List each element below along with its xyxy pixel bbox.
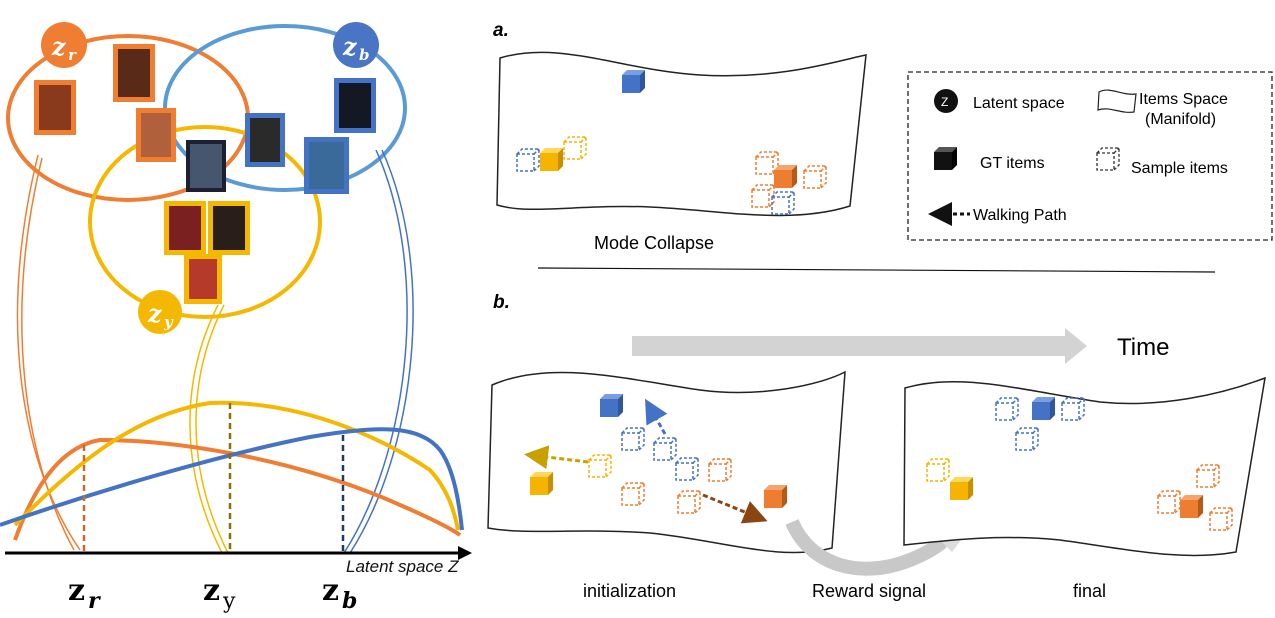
init-gt-yellow (530, 472, 553, 495)
panel-b: b. Time initialization Reward signal (487, 292, 1266, 601)
reward-caption: Reward signal (812, 581, 926, 601)
time-label: Time (1117, 334, 1169, 361)
final-gt-orange (1180, 495, 1203, 518)
gt-cube-icon (934, 147, 957, 170)
svg-text:z: z (68, 573, 85, 608)
legend-sample-label: Sample items (1131, 160, 1228, 177)
tick-zr: z r (68, 573, 101, 614)
connector-blue (343, 149, 408, 554)
latent-icon-letter: Z (941, 95, 948, 109)
gt-cube-orange-a (774, 165, 797, 188)
final-gt-blue (1032, 397, 1055, 420)
axis-label: Latent space Z (346, 557, 459, 576)
panel-a-caption: Mode Collapse (594, 233, 714, 253)
manifold-icon (1097, 89, 1137, 113)
svg-text:z: z (322, 573, 339, 608)
left-panel: z r z b z y Latent space Z (0, 22, 472, 614)
label-zr-sub: r (68, 46, 77, 64)
label-zy-base: z (147, 299, 163, 328)
final-caption: final (1073, 581, 1106, 601)
legend-items-space-1: Items Space (1139, 91, 1228, 108)
gt-cube-yellow-a (540, 148, 563, 171)
tick-zy: z y (203, 573, 236, 614)
walk-arrow-blue (645, 398, 668, 435)
curve-blue (0, 427, 464, 531)
time-arrow (632, 328, 1087, 364)
connector-orange (16, 154, 81, 551)
label-zy: z y (138, 290, 182, 334)
connector-yellow (189, 304, 223, 554)
legend-gt-label: GT items (980, 155, 1045, 172)
connector-orange-2 (21, 157, 75, 551)
walk-arrow-brown (702, 493, 768, 524)
poster-group (34, 44, 376, 304)
latent-axis-arrow (458, 546, 472, 560)
panel-a: a. Mode Collapse (493, 20, 867, 253)
svg-text:b: b (342, 588, 357, 614)
tick-zb: z b (322, 573, 357, 614)
reward-arrow (785, 518, 952, 576)
legend-latent-label: Latent space (973, 95, 1065, 112)
manifold-a (496, 51, 867, 217)
init-gt-blue (600, 394, 623, 417)
label-zy-sub: y (163, 313, 174, 331)
legend-walk-label: Walking Path (973, 207, 1067, 224)
final-gt-yellow (950, 477, 973, 500)
label-zr: z r (41, 22, 87, 68)
section-divider (537, 267, 1216, 273)
circle-zy (88, 125, 322, 319)
svg-text:r: r (88, 588, 101, 614)
svg-text:z: z (203, 573, 220, 608)
svg-text:y: y (222, 589, 236, 614)
label-zb-sub: b (359, 46, 370, 64)
latent-icon (934, 89, 958, 113)
gt-cube-blue-a (622, 70, 645, 93)
legend-items-space-2: (Manifold) (1145, 111, 1216, 128)
panel-a-letter: a. (493, 20, 509, 41)
connector-blue-2 (349, 149, 414, 554)
walk-arrow-gold (524, 445, 589, 470)
panel-b-letter: b. (493, 292, 510, 313)
legend-box: Z Latent space Items Space (Manifold) GT… (907, 71, 1273, 241)
label-zb: z b (333, 22, 379, 68)
label-zb-base: z (342, 32, 358, 61)
curve-orange (13, 437, 462, 541)
connector-yellow-2 (195, 304, 229, 554)
init-caption: initialization (583, 581, 676, 601)
init-gt-orange (764, 485, 787, 508)
curve-yellow (13, 400, 460, 531)
label-zr-base: z (51, 32, 67, 61)
